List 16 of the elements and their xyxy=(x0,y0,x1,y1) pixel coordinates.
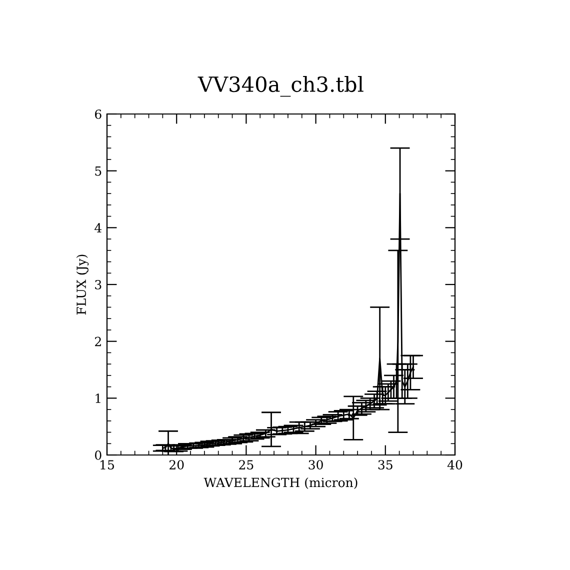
x-tick-label: 35 xyxy=(378,460,392,470)
y-tick-label: 1 xyxy=(96,394,100,403)
y-tick-label: 4 xyxy=(94,223,102,232)
y-tick-label: 2 xyxy=(95,336,101,346)
x-tick-label: 15 xyxy=(100,460,114,470)
x-tick-label: 40 xyxy=(447,460,462,470)
chart-title: VV340a_ch3.tbl xyxy=(198,76,364,97)
x-tick-label: 30 xyxy=(308,460,323,470)
y-tick-label: 6 xyxy=(95,109,102,119)
x-axis-title: WAVELENGTH (micron) xyxy=(204,478,358,489)
y-axis-title: FLUX (Jy) xyxy=(76,254,89,315)
x-tick-label: 20 xyxy=(169,460,184,470)
y-tick-label: 5 xyxy=(95,166,102,176)
x-tick-label: 25 xyxy=(239,460,254,470)
y-tick-label: 0 xyxy=(95,450,102,460)
y-tick-label: 3 xyxy=(95,280,102,290)
